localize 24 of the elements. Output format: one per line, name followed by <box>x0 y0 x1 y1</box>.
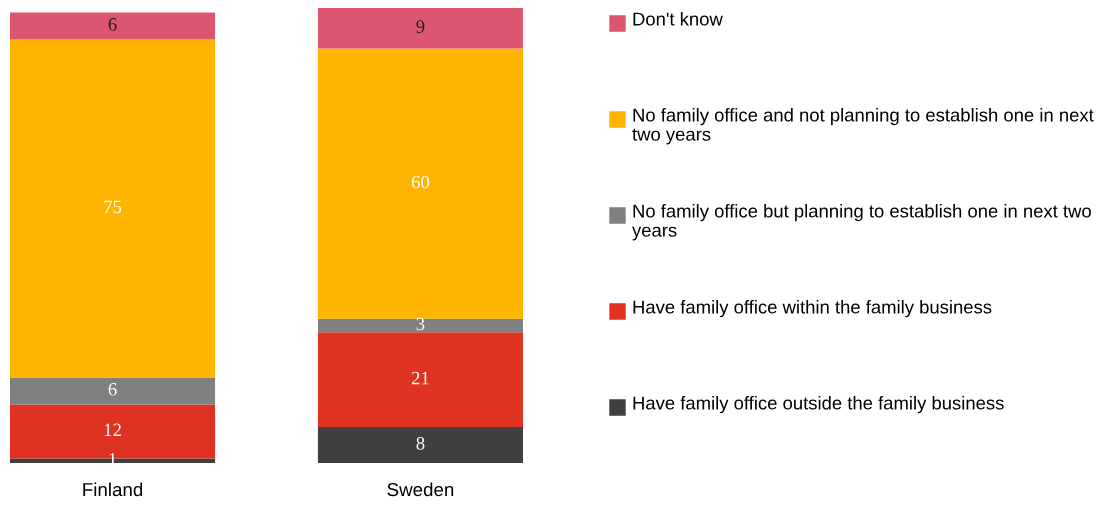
data-label: 9 <box>416 20 425 33</box>
data-label: 75 <box>104 200 122 214</box>
data-label: 21 <box>411 371 429 385</box>
bar <box>317 332 523 427</box>
legend-label: Have family office outside the family business <box>633 396 1004 414</box>
legend-label: Have family office within the family business <box>633 300 992 318</box>
bar <box>317 318 523 333</box>
x-tick-label: Sweden <box>387 482 454 497</box>
data-label: 6 <box>108 383 117 396</box>
legend-label: No family office and not planning to establish one in next two years <box>632 108 1094 145</box>
bar <box>317 8 523 49</box>
bar <box>317 48 523 319</box>
data-label: 3 <box>416 317 425 331</box>
x-tick-label: Finland <box>83 482 143 497</box>
data-label: 6 <box>108 18 117 31</box>
bar <box>10 377 216 405</box>
legend-label: No family office but planning to establish one in next two years <box>632 204 1091 241</box>
legend-label: Don't know <box>633 12 723 26</box>
bar <box>10 12 216 40</box>
data-label: 60 <box>411 175 430 189</box>
data-label: 12 <box>104 423 121 436</box>
bar <box>10 39 216 378</box>
data-label: 8 <box>416 437 425 450</box>
bar <box>317 426 523 463</box>
